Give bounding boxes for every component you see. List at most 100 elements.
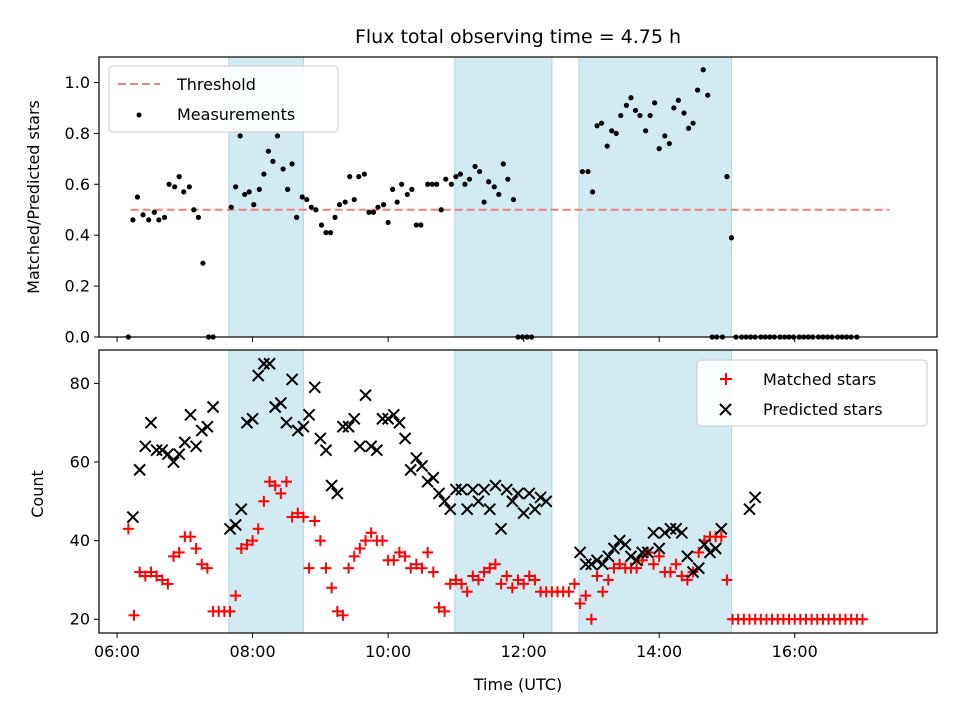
- matched-point: [856, 613, 868, 625]
- matched-point: [467, 570, 479, 582]
- matched-point: [247, 535, 259, 547]
- predicted-point: [585, 558, 598, 571]
- measurement-point: [700, 67, 706, 73]
- matched-point: [241, 539, 253, 551]
- matched-point: [450, 574, 462, 586]
- matched-point: [252, 523, 264, 535]
- predicted-point: [201, 420, 214, 433]
- matched-point: [693, 546, 705, 558]
- matched-point: [297, 511, 309, 523]
- predicted-point: [438, 495, 451, 508]
- measurement-point: [429, 181, 435, 187]
- measurement-point: [434, 181, 440, 187]
- predicted-point: [184, 408, 197, 422]
- matched-point: [608, 562, 620, 574]
- measurement-point: [623, 102, 630, 108]
- matched-point: [461, 586, 473, 598]
- measurement-point: [156, 217, 162, 223]
- predicted-point: [432, 487, 446, 500]
- predicted-point: [325, 479, 338, 492]
- matched-point: [444, 578, 456, 590]
- measurement-point: [313, 207, 319, 213]
- matched-point: [348, 550, 360, 562]
- measurement-point: [294, 214, 300, 220]
- predicted-point: [133, 463, 146, 477]
- matched-point: [405, 562, 417, 574]
- matched-point: [518, 578, 530, 590]
- measurement-point: [375, 204, 381, 210]
- matched-point: [574, 598, 586, 610]
- predicted-point: [641, 546, 655, 559]
- predicted-point: [291, 424, 304, 437]
- measurement-point: [285, 186, 291, 192]
- measurement-point: [166, 181, 172, 187]
- matched-point: [320, 562, 332, 574]
- matched-point: [258, 495, 270, 507]
- matched-point: [715, 531, 727, 543]
- predicted-point: [686, 565, 700, 579]
- predicted-point: [472, 495, 485, 508]
- predicted-point: [675, 526, 688, 539]
- measurement-point: [443, 176, 449, 182]
- matched-point: [168, 550, 180, 562]
- matched-point: [636, 554, 648, 566]
- matched-point: [416, 562, 428, 574]
- matched-point: [501, 570, 513, 582]
- predicted-point: [308, 381, 321, 394]
- top-legend-box: [108, 65, 339, 133]
- matched-point: [478, 566, 490, 578]
- measurement-point: [261, 171, 267, 177]
- measurement-point: [690, 120, 696, 126]
- matched-point: [230, 590, 242, 602]
- predicted-point: [285, 373, 299, 386]
- matched-point: [365, 527, 377, 539]
- measurement-point: [176, 174, 182, 180]
- measurement-point: [280, 166, 286, 172]
- predicted-point: [494, 522, 508, 536]
- predicted-point: [268, 400, 282, 414]
- measurement-point: [505, 176, 511, 182]
- predicted-point: [172, 447, 186, 461]
- x-axis-label: Time (UTC): [473, 675, 562, 694]
- predicted-point: [517, 506, 530, 520]
- measurement-point: [265, 148, 272, 154]
- measurement-point: [462, 181, 468, 187]
- matched-point: [472, 574, 484, 586]
- matched-point: [585, 613, 597, 625]
- measurement-point: [186, 184, 192, 190]
- measurement-point: [270, 158, 276, 164]
- matched-point: [286, 511, 298, 523]
- predicted-point: [376, 412, 389, 425]
- predicted-point: [167, 455, 180, 469]
- predicted-point: [573, 546, 587, 559]
- measurement-point: [618, 112, 624, 119]
- measurement-point: [643, 128, 649, 134]
- predicted-point: [455, 483, 468, 496]
- matched-point: [529, 574, 541, 586]
- predicted-point: [302, 408, 316, 422]
- predicted-point: [336, 420, 350, 433]
- top-y-axis-label: Matched/Predicted stars: [24, 100, 43, 294]
- predicted-point: [477, 483, 491, 496]
- measurement-point: [251, 202, 257, 208]
- measurement-point: [381, 202, 387, 208]
- predicted-point: [223, 522, 237, 536]
- predicted-point: [619, 538, 632, 551]
- y-tick-label: 0.6: [65, 175, 90, 194]
- matched-point: [314, 535, 326, 547]
- observing-span: [228, 349, 304, 634]
- y-tick-label: 0.2: [65, 277, 90, 296]
- predicted-point: [630, 554, 643, 567]
- predicted-point: [353, 440, 367, 453]
- predicted-point: [161, 447, 175, 461]
- measurement-point: [336, 202, 343, 208]
- measurement-point: [390, 186, 396, 192]
- measurement-point: [332, 214, 338, 220]
- matched-point: [568, 578, 580, 590]
- legend-predicted-label: Predicted stars: [763, 400, 883, 419]
- matched-point: [602, 574, 614, 586]
- matched-point: [360, 535, 372, 547]
- measurement-point: [151, 209, 157, 215]
- predicted-point: [331, 487, 344, 500]
- measurement-point: [181, 189, 187, 195]
